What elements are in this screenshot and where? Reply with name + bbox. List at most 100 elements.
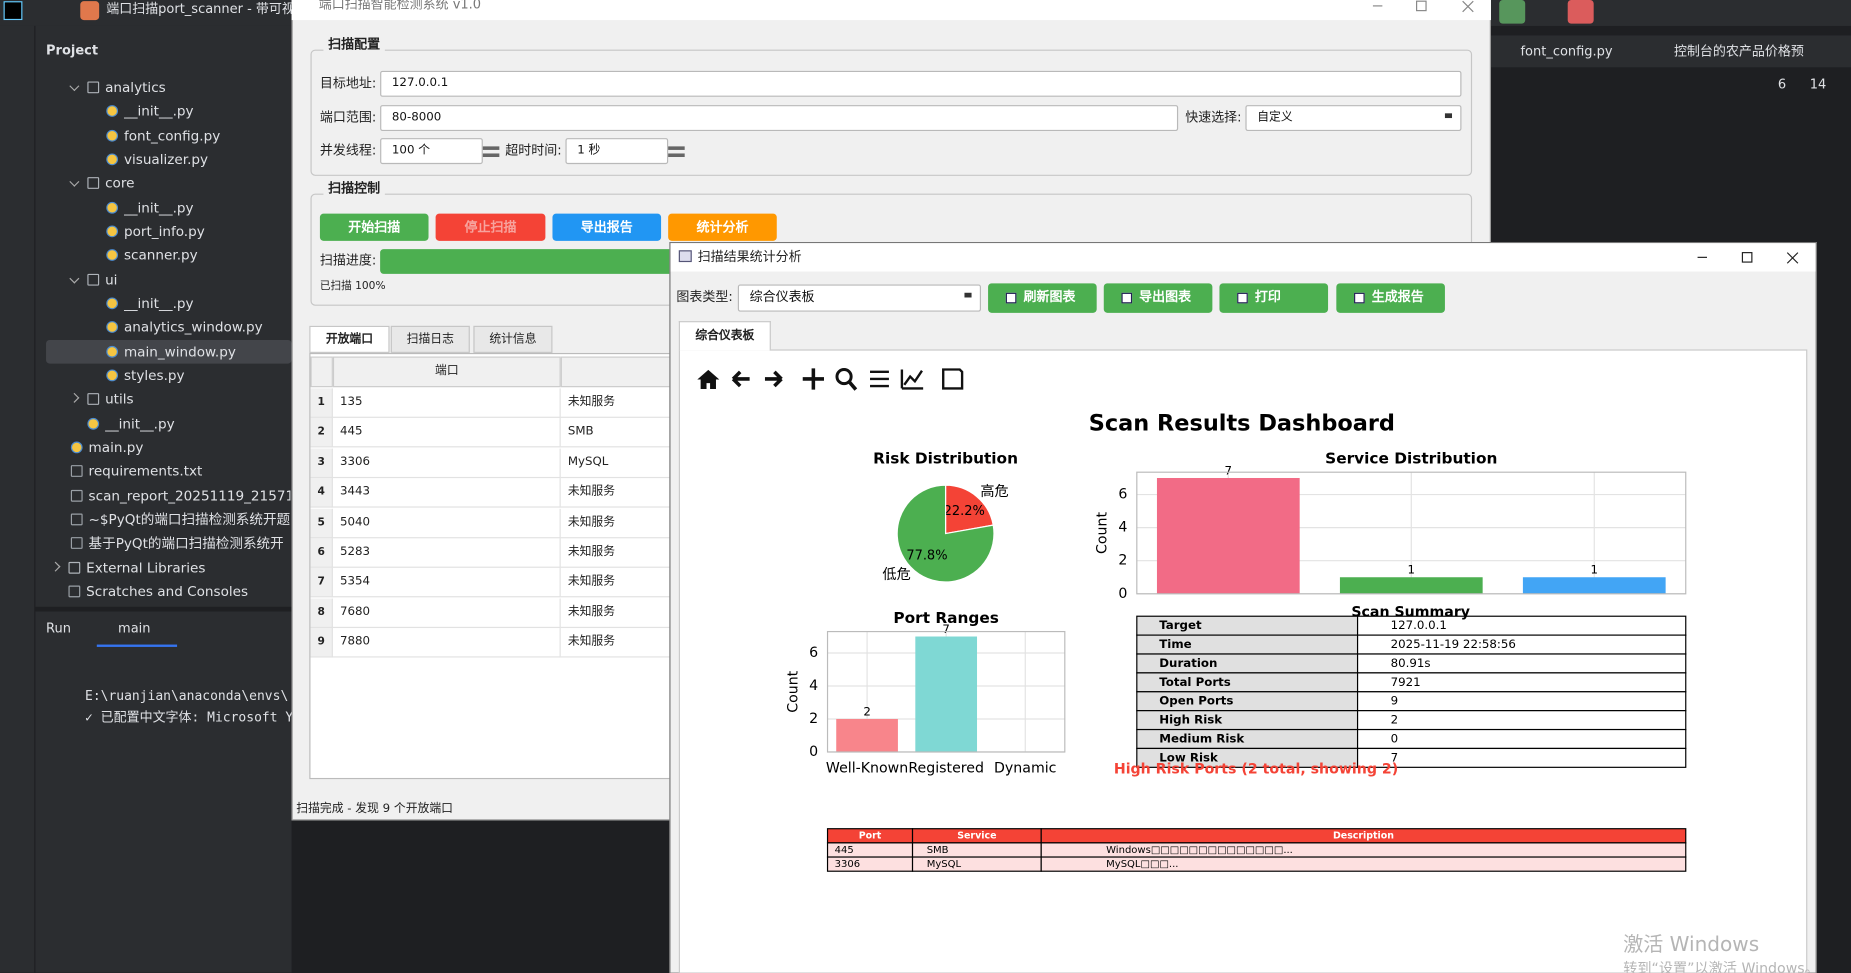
axes-icon[interactable] [900, 369, 924, 390]
start-button[interactable]: 开始扫描 [319, 213, 429, 241]
tree-item[interactable]: __init__.py [123, 295, 194, 312]
zoom-icon[interactable] [835, 368, 853, 386]
slice-value: 77.8% [906, 548, 947, 563]
risk-text: MySQL□□□... [1106, 859, 1178, 870]
maximize[interactable] [1741, 252, 1753, 263]
summary-value: 2 [1391, 713, 1399, 727]
console-line: E:\ruanjian\anaconda\envs\ [84, 688, 289, 704]
tab[interactable]: 综合仪表板 [678, 321, 771, 351]
close[interactable] [1462, 0, 1474, 13]
editor-tab[interactable]: 控制台的农产品价格预 [1673, 43, 1804, 60]
target-input[interactable]: 127.0.0.1 [380, 70, 1462, 97]
tree-item[interactable]: main_window.py [123, 343, 236, 360]
row-header: 8 [310, 598, 333, 628]
run-button[interactable] [1499, 0, 1526, 24]
tree-item[interactable]: visualizer.py [123, 151, 209, 168]
chart-type-combo[interactable]: 综合仪表板 [737, 284, 981, 312]
editor-tab[interactable]: font_config.py [1520, 43, 1613, 60]
save-icon[interactable] [942, 368, 964, 390]
pie-slice [944, 484, 994, 535]
tree-icon [87, 417, 100, 430]
export-button[interactable]: 导出报告 [552, 213, 662, 241]
tree-item[interactable]: port_info.py [123, 223, 205, 240]
y-tick-label: 0 [1118, 586, 1127, 602]
summary-value: 0 [1391, 731, 1399, 745]
tree-item[interactable]: utils [105, 391, 134, 408]
forward-icon[interactable] [764, 370, 783, 388]
run-config[interactable]: main [118, 620, 151, 637]
summary-key: Total Ports [1159, 675, 1231, 689]
button-icon [1354, 292, 1365, 304]
row-header: 2 [310, 418, 333, 448]
table-cell: 7680 [332, 598, 561, 628]
tab[interactable]: 开放端口 [309, 325, 390, 353]
tree-item[interactable]: core [105, 175, 135, 192]
window-controls[interactable] [1372, 0, 1799, 264]
console-line: ✓ 已配置中文字体: Microsoft Y [84, 709, 292, 725]
run-label[interactable]: Run [46, 620, 71, 637]
pan-icon[interactable] [802, 368, 824, 390]
project-label[interactable]: Project [46, 42, 99, 58]
button-label: 刷新图表 [1023, 289, 1076, 305]
axes-frame [826, 630, 1066, 753]
project-panel [35, 25, 292, 607]
tree-item[interactable]: analytics_window.py [123, 319, 263, 336]
timeout-spin[interactable]: 1 秒 [565, 138, 669, 165]
tree-icon [106, 201, 119, 214]
tree-icon [106, 369, 119, 382]
risk-text: 3306 [835, 859, 861, 870]
field-label: 并发线程: [319, 142, 377, 159]
tree-icon [106, 321, 119, 334]
tree-item[interactable]: External Libraries [86, 559, 206, 576]
back-icon[interactable] [731, 370, 750, 388]
tree-item[interactable]: __init__.py [123, 199, 194, 216]
button-label: 打印 [1254, 289, 1281, 305]
table-cell: 5354 [332, 568, 561, 598]
tree-item[interactable]: __init__.py [105, 415, 175, 432]
threads-spin[interactable]: 100 个 [380, 138, 483, 165]
tree-item[interactable]: Scratches and Consoles [86, 583, 249, 600]
tree-item[interactable]: font_config.py [123, 127, 221, 144]
stats-button[interactable]: 统计分析 [668, 213, 777, 241]
quick-combo[interactable]: 自定义 [1245, 105, 1462, 132]
tree-item[interactable]: analytics [105, 79, 166, 96]
table-cell: 5040 [332, 508, 561, 538]
mpl-toolbar[interactable] [697, 368, 964, 391]
row-header: 3 [310, 448, 333, 478]
bar-label: 2 [863, 704, 871, 718]
tree-item[interactable]: 基于PyQt的端口扫描检测系统开 [88, 535, 284, 552]
subplots-icon[interactable] [870, 370, 889, 388]
stop-button[interactable]: 停止扫描 [435, 213, 546, 241]
watermark: 激活 Windows [1623, 932, 1759, 956]
summary-value: 7 [1391, 750, 1399, 764]
risk-text: 445 [835, 845, 854, 856]
summary-key: Low Risk [1159, 750, 1219, 764]
tree-item[interactable]: ~$PyQt的端口扫描检测系统开题 [88, 511, 291, 528]
y-axis-label: Count [785, 670, 801, 712]
spin-buttons[interactable] [482, 146, 500, 158]
stop-button[interactable] [1567, 0, 1594, 24]
tree-item[interactable]: ui [105, 271, 118, 288]
status-bar: 扫描完成 - 发现 9 个开放端口 [296, 802, 453, 816]
chart-type-label: 图表类型: [676, 289, 733, 305]
ports-input[interactable]: 80-8000 [380, 105, 1179, 132]
slice-value: 22.2% [944, 504, 985, 519]
home-icon[interactable] [697, 369, 720, 389]
bar-label: 1 [1591, 563, 1599, 577]
risk-text: Windows□□□□□□□□□□□□□□... [1106, 845, 1293, 856]
tree-item[interactable]: __init__.py [123, 103, 194, 120]
maximize[interactable] [1416, 0, 1427, 12]
tree-item[interactable]: main.py [88, 439, 144, 456]
tree-item[interactable]: scan_report_20251119_215713 [88, 487, 291, 504]
button-label: 生成报告 [1371, 289, 1424, 305]
tab[interactable]: 扫描日志 [390, 325, 470, 353]
value-cell [1356, 710, 1687, 731]
tree-item[interactable]: scanner.py [123, 247, 198, 264]
tab[interactable]: 统计信息 [473, 325, 553, 353]
spin-buttons[interactable] [668, 146, 685, 158]
close[interactable] [1786, 252, 1799, 264]
tree-item[interactable]: requirements.txt [88, 463, 203, 480]
group-legend: 扫描控制 [323, 179, 385, 199]
tree-item[interactable]: styles.py [123, 367, 185, 384]
